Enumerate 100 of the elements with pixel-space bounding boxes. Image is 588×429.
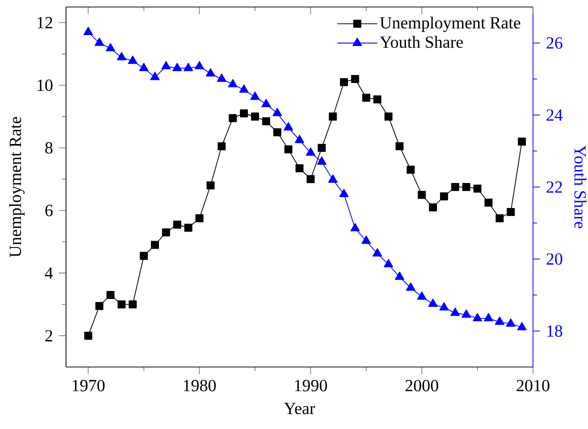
point <box>250 92 260 100</box>
point <box>318 144 326 152</box>
point <box>317 156 326 165</box>
y-tick-label: 12 <box>38 17 52 28</box>
point <box>173 220 182 229</box>
point <box>251 112 260 121</box>
point <box>440 192 448 200</box>
point <box>296 164 304 172</box>
point <box>306 147 316 156</box>
point <box>373 95 382 104</box>
point <box>150 72 160 80</box>
y-tick-label: 8 <box>45 142 52 154</box>
point <box>350 223 360 232</box>
point <box>394 272 404 280</box>
point <box>195 214 204 222</box>
y2-tick-label: 24 <box>546 109 563 121</box>
x-tick-label: 2010 <box>516 380 550 392</box>
point <box>351 75 360 83</box>
point <box>161 60 171 70</box>
y2-axis-title: Youth Share <box>574 145 586 228</box>
y-tick-label: 2 <box>45 330 52 342</box>
point <box>406 166 415 174</box>
y-tick-label: 10 <box>38 80 52 91</box>
point <box>116 52 126 60</box>
y-axis-title: Unemployment Rate <box>9 116 25 258</box>
point <box>396 142 404 150</box>
point <box>339 188 349 198</box>
point <box>206 181 215 190</box>
point <box>484 313 494 322</box>
point <box>328 112 337 121</box>
point <box>506 208 515 216</box>
y-tick-label: 4 <box>44 267 53 279</box>
point <box>261 98 271 108</box>
point <box>439 302 449 310</box>
point <box>484 198 493 207</box>
point <box>418 190 426 199</box>
point <box>384 112 392 121</box>
point <box>106 42 116 52</box>
point <box>473 184 482 193</box>
point <box>362 94 370 102</box>
point <box>450 308 460 316</box>
point <box>294 134 304 144</box>
point <box>506 318 516 327</box>
point <box>139 62 149 72</box>
point <box>462 309 472 318</box>
point <box>361 236 371 244</box>
point <box>150 240 159 249</box>
point <box>384 259 394 268</box>
point <box>240 109 248 118</box>
x-tick-label: 1980 <box>184 380 216 392</box>
point <box>462 183 470 191</box>
point <box>128 56 138 64</box>
point <box>262 117 270 126</box>
point <box>451 183 460 191</box>
point <box>95 302 104 310</box>
point <box>84 26 93 36</box>
point <box>216 74 226 82</box>
point <box>106 291 114 299</box>
point <box>184 224 192 232</box>
legend-label: Unemployment Rate <box>380 16 520 32</box>
y-tick-label: 6 <box>45 204 53 216</box>
x-tick-label: 1970 <box>72 380 105 392</box>
point <box>194 60 204 70</box>
point <box>472 313 482 322</box>
point <box>496 214 504 222</box>
point <box>428 203 437 212</box>
point <box>306 175 315 184</box>
point <box>340 78 348 86</box>
point <box>162 228 170 236</box>
y2-tick-label: 26 <box>546 37 562 49</box>
point <box>228 114 237 122</box>
point <box>372 248 382 256</box>
point <box>428 298 438 307</box>
x-tick-label: 2000 <box>406 380 438 392</box>
point <box>118 300 126 308</box>
x-tick-label: 1990 <box>295 380 327 392</box>
point <box>494 316 504 325</box>
point <box>272 108 282 116</box>
point <box>128 300 137 308</box>
x-axis-title: Year <box>284 402 316 414</box>
y2-tick-label: 18 <box>547 325 562 337</box>
point <box>184 62 194 72</box>
point <box>206 68 216 76</box>
point <box>140 252 148 260</box>
point <box>84 332 92 340</box>
point <box>417 291 427 300</box>
point <box>273 128 282 136</box>
legend-label: Youth Share <box>380 36 463 48</box>
point <box>172 62 182 72</box>
point <box>239 84 249 93</box>
y2-tick-label: 22 <box>546 181 562 193</box>
point <box>518 138 526 146</box>
point <box>284 145 292 154</box>
y2-tick-label: 20 <box>546 253 562 265</box>
point <box>284 122 294 130</box>
point <box>218 142 226 150</box>
point <box>94 38 104 46</box>
point <box>228 78 238 88</box>
point <box>517 322 527 330</box>
point <box>328 174 338 183</box>
